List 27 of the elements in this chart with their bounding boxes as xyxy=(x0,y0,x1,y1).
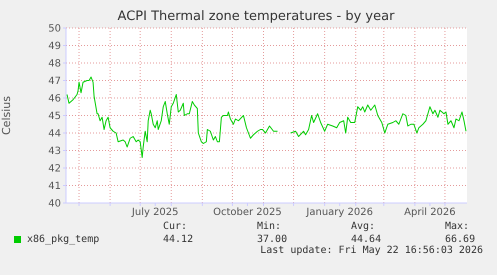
x-tick-label: October 2025 xyxy=(213,207,282,218)
text: 66.69 xyxy=(445,234,476,245)
text: 44.12 xyxy=(163,234,194,245)
x-tick-label: January 2026 xyxy=(305,207,373,218)
text: 37.00 xyxy=(257,234,288,245)
text: 44.64 xyxy=(351,234,382,245)
y-tick-label: 44 xyxy=(48,128,61,140)
y-tick-label: 50 xyxy=(48,24,61,35)
y-tick-label: 47 xyxy=(48,76,61,88)
text: Avg: xyxy=(351,221,376,232)
y-tick-label: 45 xyxy=(48,111,61,122)
y-tick-label: 43 xyxy=(48,146,61,158)
legend-label: x86_pkg_temp xyxy=(27,234,100,245)
y-tick-label: 40 xyxy=(48,198,61,210)
text: Max: xyxy=(445,221,470,232)
y-tick-label: 49 xyxy=(48,41,61,52)
x-tick-label: April 2026 xyxy=(404,207,456,218)
y-tick-label: 48 xyxy=(48,58,61,70)
y-tick-label: 46 xyxy=(48,94,61,105)
y-tick-label: 42 xyxy=(48,164,61,175)
chart-title: ACPI Thermal zone temperatures - by year xyxy=(116,9,396,24)
text: Last update: Fri May 22 16:56:03 2026 xyxy=(260,245,483,256)
y-axis-title: Celsius xyxy=(0,96,13,135)
text: Min: xyxy=(257,221,282,232)
y-tick-label: 41 xyxy=(48,181,61,192)
text: Cur: xyxy=(163,221,188,232)
x-tick-label: July 2025 xyxy=(130,207,179,218)
